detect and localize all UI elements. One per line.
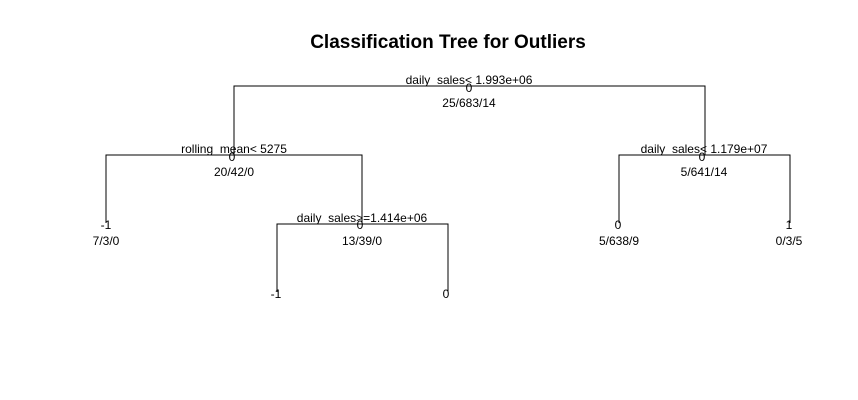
right-split-edge	[618, 154, 791, 223]
node-count-label: 25/683/14	[442, 96, 496, 110]
tree-leaf-left-right-left: -1	[271, 287, 282, 301]
node-class-label: 0	[229, 150, 236, 164]
left-split-edge	[105, 154, 363, 223]
tree-node-right: daily_sales< 1.179e+07 0 5/641/14	[641, 142, 768, 179]
root-split-edge	[233, 85, 706, 155]
leaf-class-label: -1	[271, 287, 282, 301]
node-class-label: 0	[699, 150, 706, 164]
leaf-count-label: 0/3/5	[776, 234, 803, 248]
tree-node-left-right: daily_sales>=1.414e+06 0 13/39/0	[297, 211, 428, 248]
leaf-count-label: 7/3/0	[93, 234, 120, 248]
leaf-class-label: 0	[615, 218, 622, 232]
left-right-split-edge	[276, 223, 449, 292]
node-split-label: daily_sales>=1.414e+06	[297, 211, 428, 225]
tree-edges	[105, 85, 791, 292]
tree-leaf-left-right-right: 0	[443, 287, 450, 301]
tree-node-root: daily_sales< 1.993e+06 0 25/683/14	[406, 73, 533, 110]
leaf-class-label: 1	[786, 218, 793, 232]
diagram-title: Classification Tree for Outliers	[310, 32, 586, 53]
tree-leaf-right-right: 1 0/3/5	[776, 218, 803, 248]
node-split-label: rolling_mean< 5275	[181, 142, 287, 156]
tree-leaf-left-left: -1 7/3/0	[93, 218, 120, 248]
leaf-class-label: -1	[101, 218, 112, 232]
leaf-class-label: 0	[443, 287, 450, 301]
node-count-label: 13/39/0	[342, 234, 382, 248]
node-split-label: daily_sales< 1.993e+06	[406, 73, 533, 87]
node-class-label: 0	[466, 81, 473, 95]
tree-node-left: rolling_mean< 5275 0 20/42/0	[181, 142, 287, 179]
node-count-label: 5/641/14	[681, 165, 728, 179]
tree-leaf-right-left: 0 5/638/9	[599, 218, 639, 248]
node-count-label: 20/42/0	[214, 165, 254, 179]
node-split-label: daily_sales< 1.179e+07	[641, 142, 768, 156]
node-class-label: 0	[357, 218, 364, 232]
leaf-count-label: 5/638/9	[599, 234, 639, 248]
